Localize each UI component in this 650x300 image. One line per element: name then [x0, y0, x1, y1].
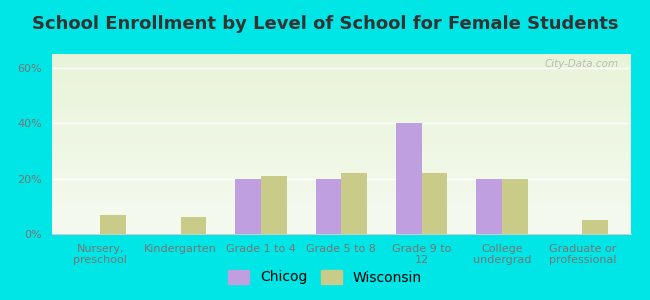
Bar — [235, 178, 261, 234]
Bar — [261, 176, 287, 234]
Bar — [100, 214, 126, 234]
Bar — [181, 218, 206, 234]
Text: School Enrollment by Level of School for Female Students: School Enrollment by Level of School for… — [32, 15, 618, 33]
Bar — [396, 123, 422, 234]
Bar — [315, 178, 341, 234]
Bar — [341, 173, 367, 234]
Text: City-Data.com: City-Data.com — [545, 59, 619, 69]
Bar — [476, 178, 502, 234]
Legend: Chicog, Wisconsin: Chicog, Wisconsin — [222, 264, 428, 290]
Bar — [582, 220, 608, 234]
Bar — [422, 173, 447, 234]
Bar — [502, 178, 528, 234]
